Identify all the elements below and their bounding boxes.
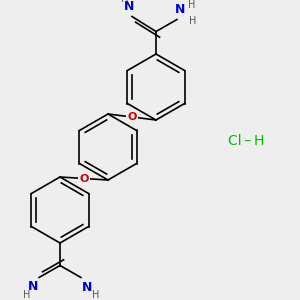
Text: H: H xyxy=(121,0,128,4)
Text: O: O xyxy=(127,112,137,122)
Text: Cl – H: Cl – H xyxy=(228,134,264,148)
Text: N: N xyxy=(28,280,38,293)
Text: H: H xyxy=(189,16,196,26)
Text: N: N xyxy=(175,3,185,16)
Text: N: N xyxy=(82,281,92,294)
Text: H: H xyxy=(23,290,31,300)
Text: H: H xyxy=(188,0,196,10)
Text: O: O xyxy=(79,173,89,184)
Text: H: H xyxy=(92,290,100,299)
Text: N: N xyxy=(124,0,134,13)
